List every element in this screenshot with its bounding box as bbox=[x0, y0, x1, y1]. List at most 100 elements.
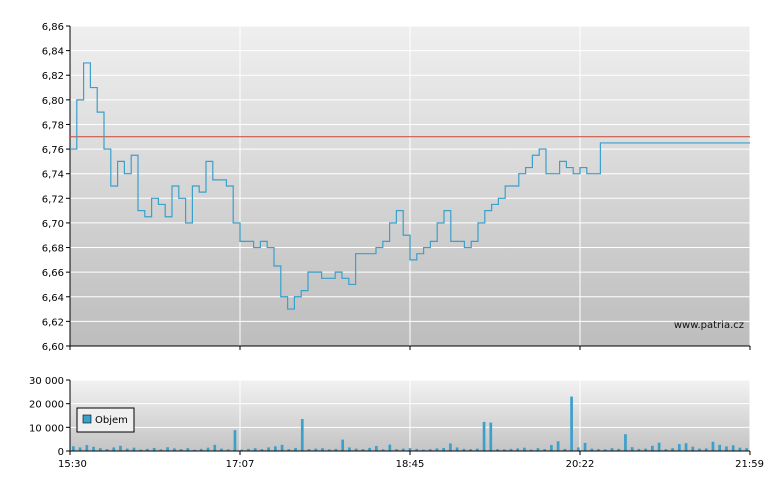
price-y-tick-label: 6,68 bbox=[42, 244, 64, 255]
volume-bar bbox=[159, 449, 163, 451]
volume-bar bbox=[327, 449, 331, 451]
volume-bar bbox=[502, 449, 506, 451]
volume-bar bbox=[206, 447, 210, 451]
volume-bar bbox=[395, 449, 398, 451]
volume-bar bbox=[267, 447, 270, 451]
volume-bar bbox=[475, 448, 479, 451]
volume-y-tick-label: 0 bbox=[58, 447, 64, 458]
volume-bar bbox=[139, 449, 143, 451]
x-tick-label: 17:07 bbox=[226, 459, 255, 470]
volume-bar bbox=[590, 448, 594, 451]
volume-bar bbox=[274, 446, 277, 451]
volume-bar bbox=[617, 448, 621, 451]
watermark-text: www.patria.cz bbox=[674, 320, 744, 331]
volume-bar bbox=[603, 449, 607, 451]
volume-bar bbox=[233, 430, 237, 451]
x-tick-label: 18:45 bbox=[396, 459, 425, 470]
volume-bar bbox=[677, 444, 681, 451]
price-panel: 6,60 6,62 6,64 6,66 6,68 6,70 6,72 6,74 6,76 6,78… bbox=[42, 22, 751, 353]
volume-bar bbox=[92, 446, 95, 451]
price-y-tick-label: 6,64 bbox=[42, 293, 64, 304]
price-series-line bbox=[70, 62, 750, 310]
price-y-tick-label: 6,62 bbox=[42, 317, 64, 328]
volume-bar bbox=[78, 447, 82, 451]
volume-bar bbox=[529, 449, 533, 451]
volume-bar bbox=[583, 442, 587, 451]
volume-bar bbox=[408, 448, 412, 451]
volume-bar bbox=[657, 442, 661, 451]
volume-bar bbox=[516, 448, 520, 451]
volume-bar bbox=[435, 448, 439, 451]
volume-bar bbox=[152, 447, 156, 451]
volume-bar bbox=[684, 443, 688, 451]
volume-bar bbox=[260, 449, 264, 451]
volume-bar bbox=[745, 448, 748, 451]
volume-y-tick-label: 30 000 bbox=[29, 376, 64, 387]
volume-bar bbox=[718, 444, 722, 451]
volume-bar bbox=[314, 448, 318, 451]
price-y-tick-label: 6,66 bbox=[42, 268, 64, 279]
price-y-tick-label: 6,80 bbox=[42, 96, 64, 107]
volume-bar bbox=[556, 441, 560, 451]
price-y-tick-label: 6,82 bbox=[42, 71, 64, 82]
volume-bar bbox=[449, 443, 452, 451]
volume-bar bbox=[220, 448, 223, 451]
volume-bar bbox=[98, 448, 102, 451]
volume-bar bbox=[442, 447, 446, 451]
volume-bar bbox=[294, 447, 297, 451]
volume-bar bbox=[300, 419, 304, 451]
volume-bar bbox=[691, 446, 695, 451]
volume-bar bbox=[664, 449, 668, 451]
volume-bar bbox=[85, 445, 89, 451]
volume-bar bbox=[112, 447, 116, 451]
volume-bar bbox=[226, 449, 230, 451]
volume-bar bbox=[247, 448, 250, 451]
volume-bar bbox=[536, 448, 540, 451]
volume-bar bbox=[725, 446, 728, 451]
price-y-tick-label: 6,74 bbox=[42, 170, 64, 181]
volume-bar bbox=[361, 449, 365, 451]
volume-bar bbox=[610, 448, 614, 451]
volume-bar bbox=[597, 449, 600, 451]
volume-bar bbox=[563, 448, 567, 451]
volume-y-tick-label: 20 000 bbox=[29, 400, 64, 411]
volume-bar bbox=[173, 448, 176, 451]
x-tick-label: 21:59 bbox=[735, 459, 764, 470]
volume-bar bbox=[489, 422, 493, 451]
volume-bar bbox=[469, 449, 472, 451]
volume-bar bbox=[496, 449, 499, 451]
volume-bar bbox=[287, 449, 291, 451]
price-y-tick-label: 6,60 bbox=[42, 342, 64, 353]
volume-bar bbox=[119, 445, 122, 451]
legend-label: Objem bbox=[95, 415, 128, 426]
price-y-tick-label: 6,76 bbox=[42, 145, 64, 156]
volume-bar bbox=[698, 448, 701, 451]
volume-bar bbox=[509, 448, 513, 451]
volume-bar bbox=[482, 421, 486, 451]
volume-bar bbox=[105, 449, 109, 451]
volume-bar bbox=[388, 444, 392, 451]
legend-swatch bbox=[82, 414, 92, 424]
volume-bar bbox=[334, 448, 338, 451]
volume-legend: Objem bbox=[76, 407, 135, 433]
volume-bar bbox=[125, 448, 129, 451]
volume-bar bbox=[381, 449, 385, 451]
volume-bar bbox=[186, 448, 190, 451]
volume-bar bbox=[624, 434, 627, 451]
volume-panel: 0 10 000 20 000 30 000 15:30 17:07 18:45 20:22 2… bbox=[29, 376, 764, 470]
volume-bar bbox=[341, 439, 345, 451]
volume-bar bbox=[455, 447, 459, 451]
volume-bar bbox=[651, 445, 654, 451]
volume-bar bbox=[280, 444, 284, 451]
volume-bar bbox=[354, 448, 358, 451]
volume-bar bbox=[704, 448, 708, 451]
volume-bar bbox=[213, 444, 217, 451]
volume-bar bbox=[731, 445, 735, 451]
volume-bar bbox=[179, 449, 183, 451]
volume-bar bbox=[644, 448, 647, 451]
x-tick-label: 15:30 bbox=[58, 459, 87, 470]
price-y-tick-label: 6,86 bbox=[42, 22, 64, 33]
volume-bar bbox=[711, 441, 715, 451]
volume-bar bbox=[72, 446, 75, 451]
price-y-tick-label: 6,84 bbox=[42, 47, 64, 58]
